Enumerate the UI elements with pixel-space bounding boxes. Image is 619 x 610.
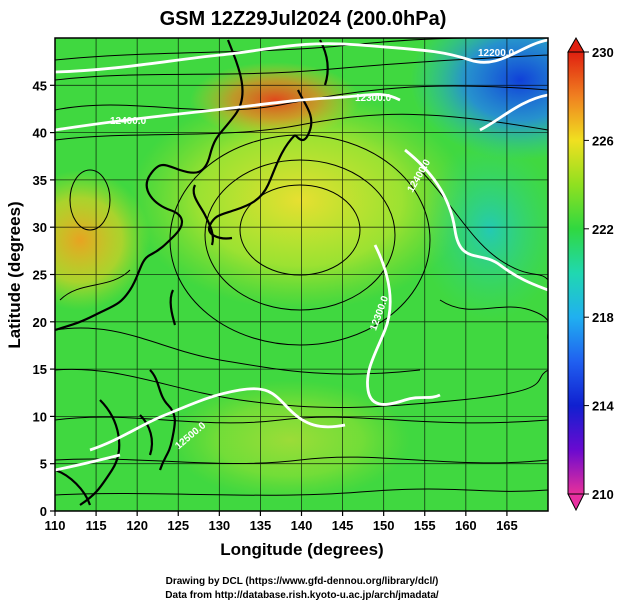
map-title: GSM 12Z29Jul2024 (200.0hPa) — [160, 8, 447, 30]
y-axis: 0 5 10 15 20 25 30 35 40 45 — [33, 78, 55, 519]
y-tick-label: 20 — [33, 315, 47, 330]
y-tick-label: 10 — [33, 409, 47, 424]
x-tick-label: 140 — [291, 518, 313, 533]
colorbar-ticks: 230 226 222 218 214 210 — [584, 45, 614, 502]
warm-region-japan — [130, 90, 470, 310]
y-tick-label: 35 — [33, 173, 47, 188]
y-tick-label: 0 — [40, 504, 47, 519]
colorbar-bottom-arrow — [567, 493, 585, 512]
colorbar-tick-label: 218 — [592, 310, 614, 325]
x-tick-label: 115 — [86, 518, 107, 533]
x-tick-label: 110 — [45, 518, 66, 533]
colorbar-tick-label: 222 — [592, 222, 614, 237]
y-tick-label: 15 — [33, 362, 47, 377]
contour-label-12300: 12300.0 — [355, 93, 392, 104]
x-tick-label: 165 — [496, 518, 518, 533]
warm-core-north — [190, 62, 360, 138]
x-axis: 110 115 120 125 130 135 140 145 150 155 160 165 — [45, 511, 518, 533]
x-tick-label: 125 — [167, 518, 189, 533]
streamlines — [55, 38, 548, 496]
y-tick-label: 45 — [33, 78, 47, 93]
x-tick-label: 135 — [250, 518, 272, 533]
cool-region-east — [420, 140, 548, 320]
y-tick-label: 30 — [33, 220, 47, 235]
colorbar-tick-label: 226 — [592, 133, 614, 148]
warm-region-tropics — [170, 380, 410, 500]
x-axis-title: Longitude (degrees) — [220, 540, 383, 559]
y-tick-label: 25 — [33, 268, 47, 283]
y-tick-label: 40 — [33, 126, 47, 141]
plot-area: 12200.0 12400.0 12300.0 12400.0 12300.0 … — [55, 38, 548, 511]
colorbar: 230 226 222 218 214 210 — [567, 36, 614, 512]
credit-data-source: Data from http://database.rish.kyoto-u.a… — [165, 590, 439, 601]
height-contours — [55, 38, 548, 472]
cold-region-northeast — [410, 38, 548, 160]
x-tick-label: 155 — [414, 518, 436, 533]
colorbar-tick-label: 230 — [592, 45, 614, 60]
colorbar-tick-label: 214 — [592, 399, 614, 414]
contour-label-12400-west: 12400.0 — [110, 116, 147, 127]
warm-region-china — [55, 170, 150, 310]
colorbar-top-arrow — [567, 36, 585, 53]
x-tick-label: 150 — [373, 518, 395, 533]
coastlines — [55, 39, 329, 506]
y-tick-label: 5 — [40, 457, 47, 472]
x-tick-label: 160 — [455, 518, 477, 533]
y-axis-title: Latitude (degrees) — [5, 201, 24, 348]
x-tick-label: 120 — [126, 518, 148, 533]
x-tick-label: 130 — [208, 518, 230, 533]
colorbar-tick-label: 210 — [592, 487, 614, 502]
credit-drawing: Drawing by DCL (https://www.gfd-dennou.o… — [166, 576, 439, 587]
x-tick-label: 145 — [332, 518, 354, 533]
colorbar-scale — [567, 51, 585, 495]
contour-label-12200: 12200.0 — [478, 48, 515, 59]
